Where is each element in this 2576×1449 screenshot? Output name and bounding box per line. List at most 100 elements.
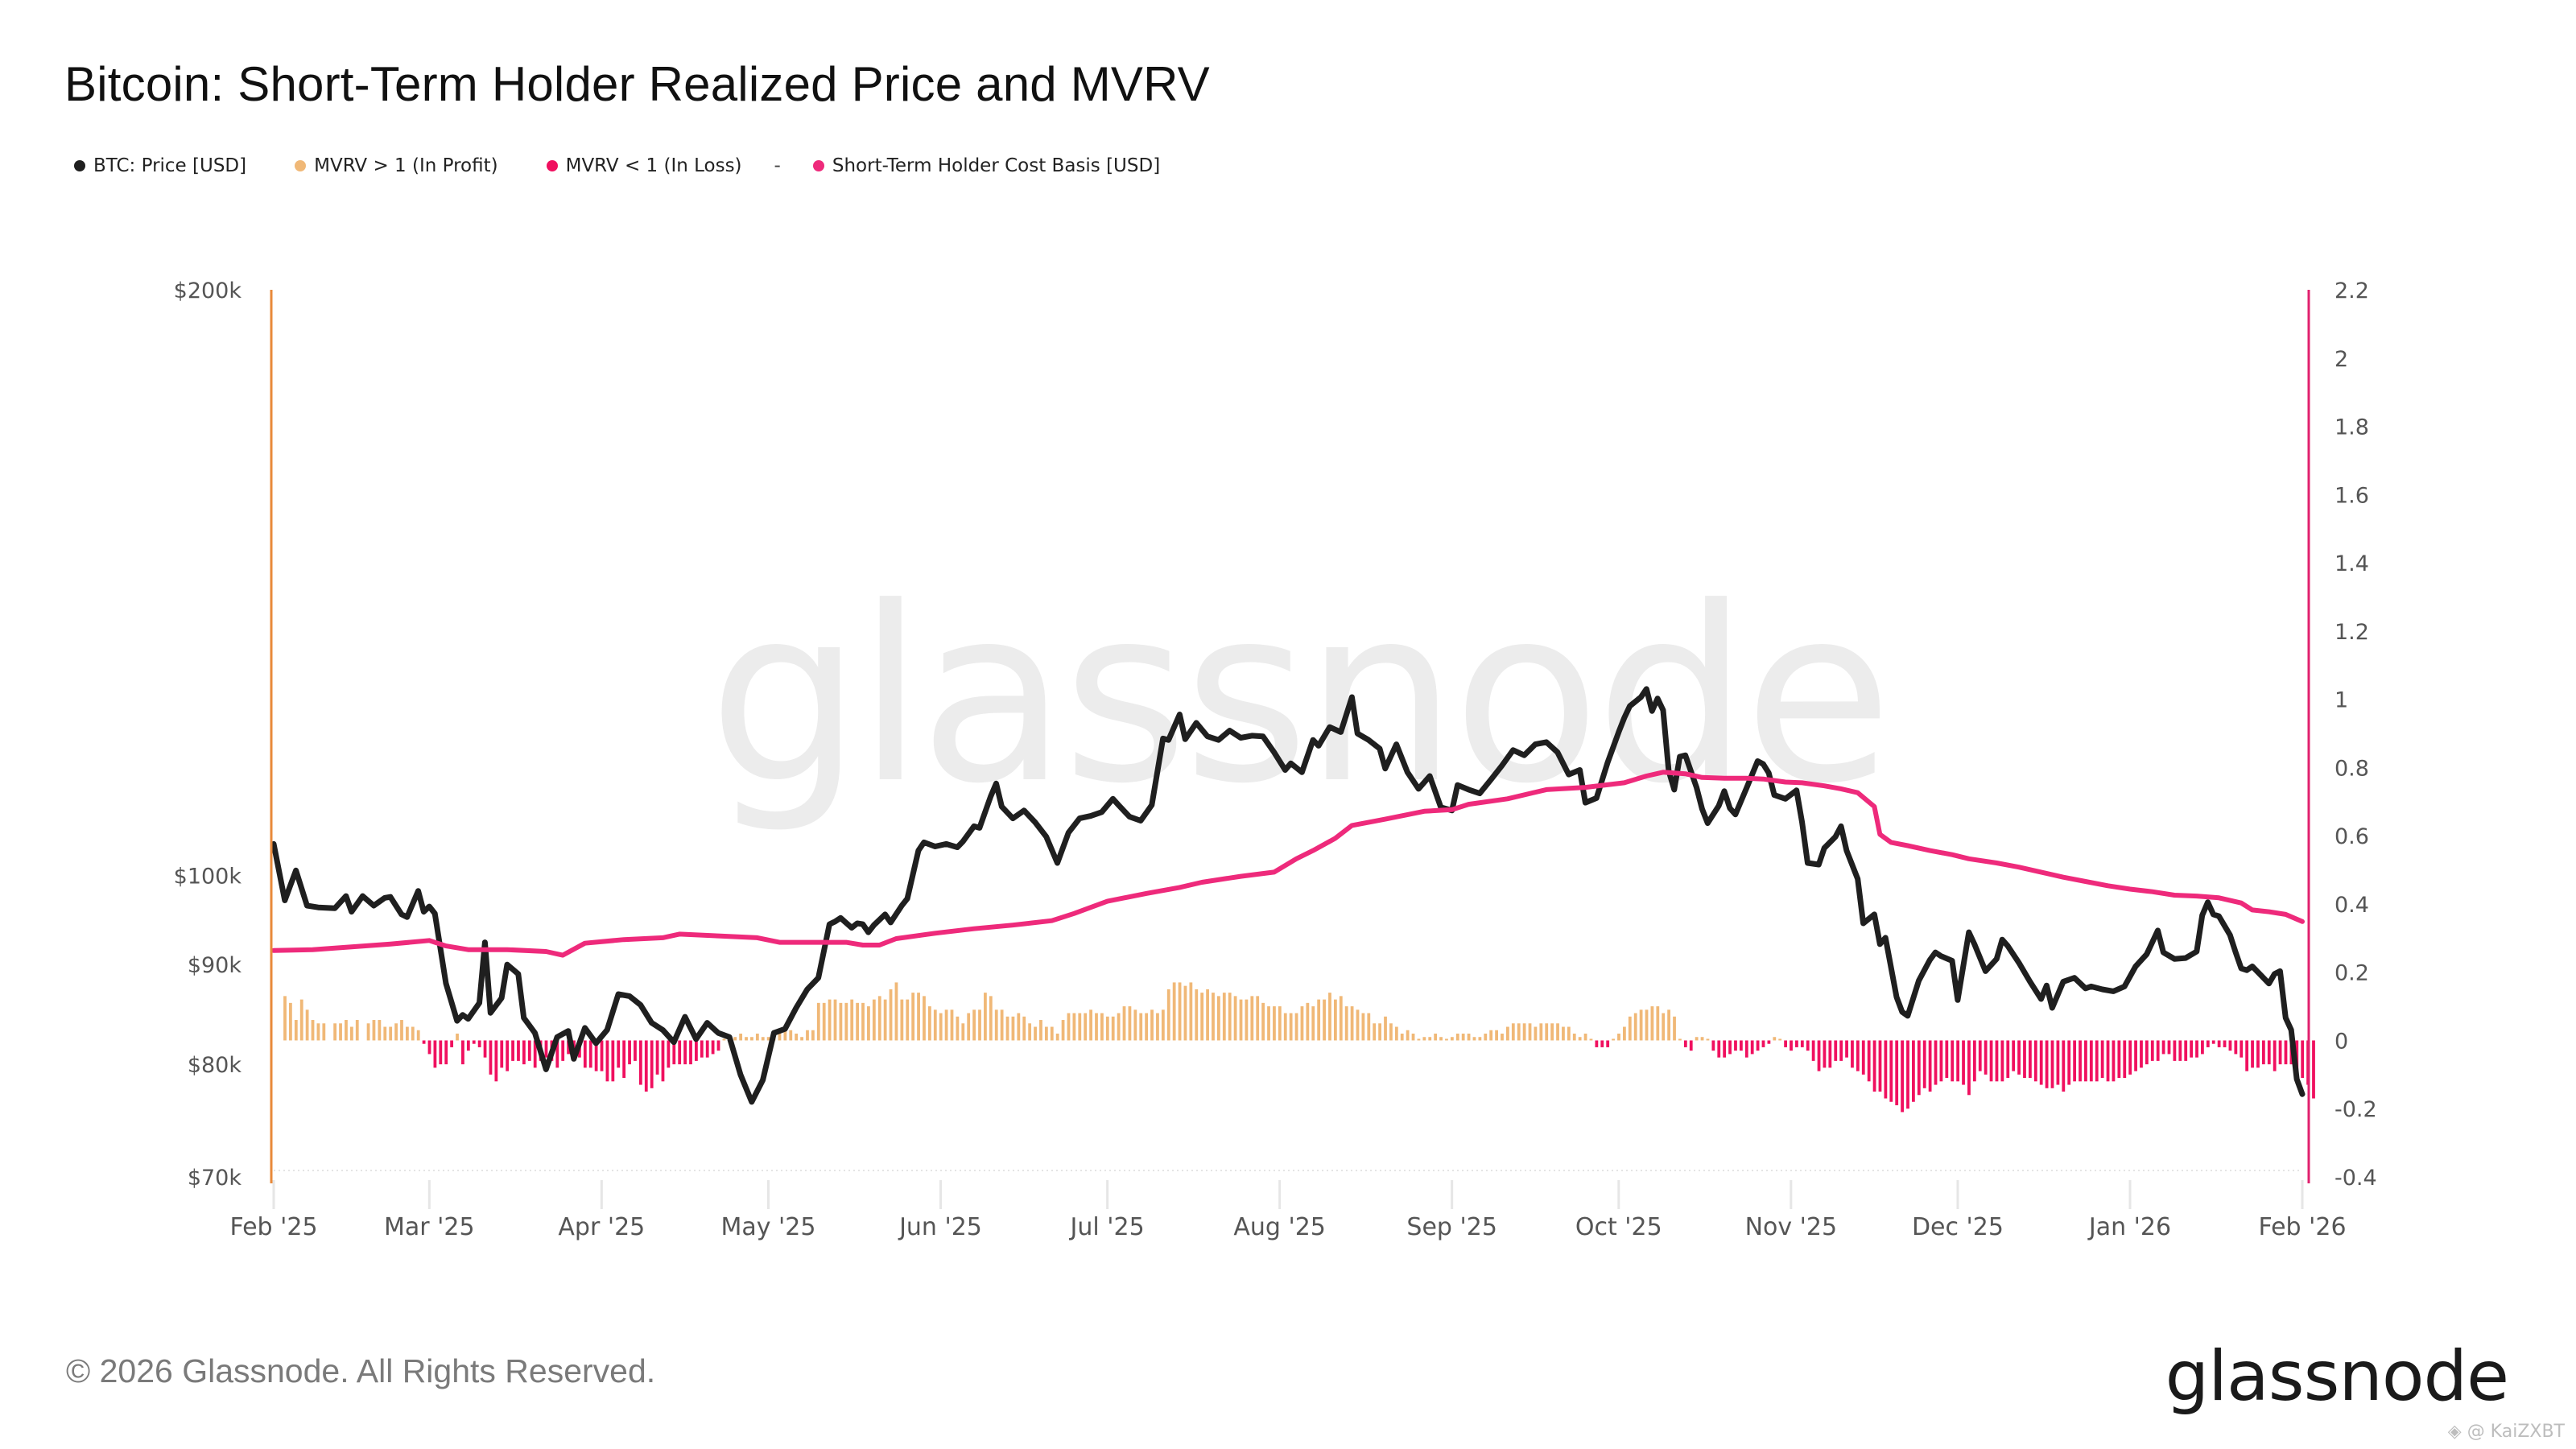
mvrv-loss-bar[interactable] (1945, 1040, 1949, 1079)
mvrv-loss-bar[interactable] (1978, 1040, 1982, 1071)
mvrv-loss-bar[interactable] (1867, 1040, 1871, 1082)
mvrv-loss-bar[interactable] (1917, 1040, 1921, 1096)
mvrv-profit-bar[interactable] (1239, 999, 1243, 1041)
mvrv-profit-bar[interactable] (733, 1037, 737, 1041)
mvrv-loss-bar[interactable] (2190, 1040, 2194, 1058)
mvrv-loss-bar[interactable] (1934, 1040, 1938, 1085)
mvrv-loss-bar[interactable] (2273, 1040, 2277, 1071)
mvrv-profit-bar[interactable] (1545, 1023, 1549, 1041)
mvrv-loss-bar[interactable] (2173, 1040, 2177, 1061)
mvrv-profit-bar[interactable] (316, 1023, 320, 1041)
mvrv-profit-bar[interactable] (1344, 1006, 1348, 1041)
mvrv-profit-bar[interactable] (1317, 999, 1321, 1041)
mvrv-loss-bar[interactable] (1839, 1040, 1843, 1061)
mvrv-profit-bar[interactable] (1072, 1013, 1076, 1041)
mvrv-profit-bar[interactable] (1373, 1023, 1377, 1041)
mvrv-loss-bar[interactable] (1912, 1040, 1915, 1102)
mvrv-loss-bar[interactable] (561, 1040, 565, 1061)
mvrv-profit-bar[interactable] (1562, 1026, 1565, 1041)
mvrv-loss-bar[interactable] (1995, 1040, 1999, 1082)
mvrv-profit-bar[interactable] (349, 1026, 353, 1041)
mvrv-profit-bar[interactable] (1356, 1009, 1360, 1041)
legend-item-mvrv-loss[interactable]: MVRV < 1 (In Loss) (546, 155, 742, 176)
mvrv-loss-bar[interactable] (716, 1040, 720, 1051)
mvrv-profit-bar[interactable] (1350, 1006, 1354, 1041)
mvrv-loss-bar[interactable] (2123, 1040, 2127, 1079)
mvrv-profit-bar[interactable] (1095, 1013, 1098, 1041)
mvrv-profit-bar[interactable] (1222, 993, 1226, 1041)
mvrv-profit-bar[interactable] (816, 1002, 820, 1041)
mvrv-loss-bar[interactable] (472, 1040, 476, 1044)
mvrv-loss-bar[interactable] (2301, 1040, 2305, 1079)
mvrv-loss-bar[interactable] (1606, 1040, 1610, 1047)
mvrv-loss-bar[interactable] (2050, 1040, 2054, 1088)
mvrv-profit-bar[interactable] (405, 1026, 409, 1041)
mvrv-loss-bar[interactable] (638, 1040, 642, 1085)
mvrv-loss-bar[interactable] (2079, 1040, 2082, 1082)
mvrv-profit-bar[interactable] (1656, 1006, 1660, 1041)
mvrv-profit-bar[interactable] (1417, 1038, 1421, 1041)
mvrv-profit-bar[interactable] (1378, 1023, 1382, 1041)
mvrv-profit-bar[interactable] (1394, 1026, 1398, 1041)
mvrv-loss-bar[interactable] (1922, 1040, 1926, 1088)
mvrv-profit-bar[interactable] (1200, 993, 1204, 1041)
mvrv-loss-bar[interactable] (2278, 1040, 2282, 1065)
mvrv-loss-bar[interactable] (1728, 1040, 1732, 1055)
mvrv-loss-bar[interactable] (1828, 1040, 1832, 1068)
mvrv-loss-bar[interactable] (433, 1040, 437, 1068)
mvrv-loss-bar[interactable] (622, 1040, 626, 1079)
mvrv-loss-bar[interactable] (2228, 1040, 2232, 1051)
mvrv-loss-bar[interactable] (678, 1040, 682, 1065)
mvrv-loss-bar[interactable] (650, 1040, 654, 1088)
mvrv-profit-bar[interactable] (1645, 1009, 1649, 1041)
mvrv-loss-bar[interactable] (2134, 1040, 2137, 1071)
mvrv-loss-bar[interactable] (2312, 1040, 2315, 1099)
mvrv-profit-bar[interactable] (722, 1038, 726, 1041)
mvrv-profit-bar[interactable] (783, 1026, 787, 1041)
mvrv-profit-bar[interactable] (1572, 1033, 1576, 1041)
mvrv-profit-bar[interactable] (789, 1030, 793, 1041)
mvrv-profit-bar[interactable] (294, 1020, 298, 1041)
mvrv-loss-bar[interactable] (477, 1040, 481, 1047)
mvrv-profit-bar[interactable] (1117, 1013, 1121, 1041)
mvrv-loss-bar[interactable] (2251, 1040, 2254, 1068)
mvrv-profit-bar[interactable] (1439, 1037, 1443, 1041)
mvrv-loss-bar[interactable] (444, 1040, 448, 1065)
mvrv-profit-bar[interactable] (839, 1002, 843, 1041)
mvrv-profit-bar[interactable] (1267, 1006, 1270, 1041)
mvrv-profit-bar[interactable] (322, 1023, 326, 1041)
mvrv-profit-bar[interactable] (378, 1020, 382, 1041)
mvrv-loss-bar[interactable] (2161, 1040, 2165, 1055)
mvrv-profit-bar[interactable] (389, 1026, 393, 1041)
mvrv-profit-bar[interactable] (1367, 1013, 1371, 1041)
mvrv-profit-bar[interactable] (1306, 1002, 1310, 1041)
mvrv-loss-bar[interactable] (2056, 1040, 2060, 1085)
mvrv-profit-bar[interactable] (1034, 1026, 1037, 1041)
mvrv-loss-bar[interactable] (1723, 1040, 1727, 1058)
mvrv-profit-bar[interactable] (1022, 1016, 1026, 1041)
mvrv-profit-bar[interactable] (1622, 1026, 1626, 1041)
mvrv-profit-bar[interactable] (1455, 1033, 1459, 1041)
mvrv-profit-bar[interactable] (1044, 1026, 1048, 1041)
mvrv-profit-bar[interactable] (383, 1026, 387, 1041)
mvrv-loss-bar[interactable] (1795, 1040, 1798, 1047)
mvrv-loss-bar[interactable] (1595, 1040, 1599, 1047)
mvrv-profit-bar[interactable] (1478, 1037, 1482, 1041)
mvrv-profit-bar[interactable] (1501, 1033, 1504, 1041)
mvrv-loss-bar[interactable] (517, 1040, 520, 1061)
mvrv-profit-bar[interactable] (1289, 1013, 1293, 1041)
mvrv-loss-bar[interactable] (689, 1040, 692, 1065)
mvrv-profit-bar[interactable] (1128, 1006, 1132, 1041)
mvrv-loss-bar[interactable] (1851, 1040, 1854, 1068)
mvrv-loss-bar[interactable] (439, 1040, 443, 1065)
mvrv-loss-bar[interactable] (1984, 1040, 1988, 1075)
mvrv-loss-bar[interactable] (2234, 1040, 2238, 1055)
mvrv-loss-bar[interactable] (2073, 1040, 2077, 1082)
mvrv-profit-bar[interactable] (1667, 1009, 1671, 1041)
mvrv-profit-bar[interactable] (861, 1002, 865, 1041)
mvrv-profit-bar[interactable] (961, 1023, 965, 1041)
mvrv-loss-bar[interactable] (1834, 1040, 1838, 1061)
mvrv-loss-bar[interactable] (450, 1040, 454, 1047)
mvrv-loss-bar[interactable] (1811, 1040, 1815, 1061)
